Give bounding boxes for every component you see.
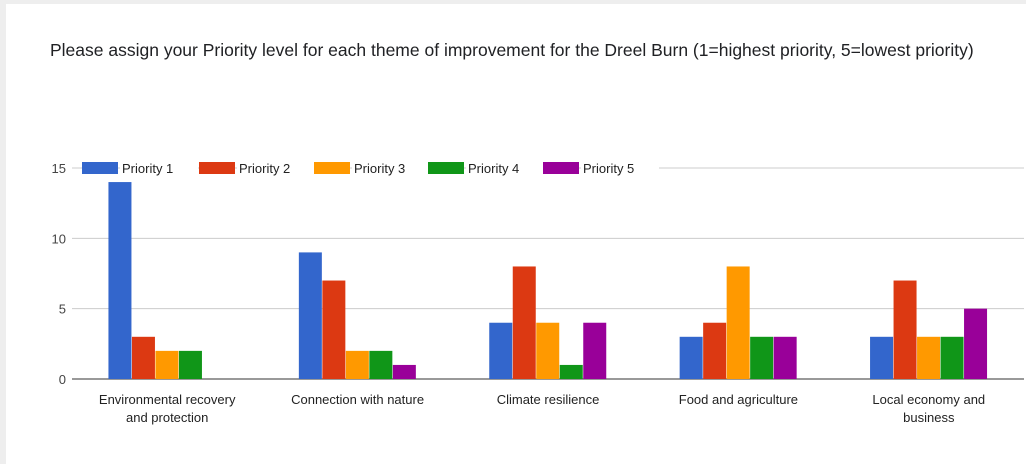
bar-priority-2: [893, 280, 917, 379]
category-label: Connection with nature: [291, 392, 424, 407]
legend-label: Priority 4: [468, 161, 519, 176]
legend-label: Priority 2: [239, 161, 290, 176]
category-label: and protection: [126, 410, 208, 425]
bar-priority-1: [108, 182, 132, 379]
legend-swatch: [543, 162, 579, 174]
y-tick-label: 10: [52, 231, 66, 246]
category-label: Environmental recovery: [99, 392, 236, 407]
legend-label-bg: [466, 159, 544, 177]
bar-priority-5: [964, 308, 988, 379]
y-tick-label: 15: [52, 161, 66, 176]
category-label: business: [903, 410, 955, 425]
bar-priority-4: [369, 350, 393, 379]
bar-chart: 0 5 10 15 Environmental recovery and protecti…: [52, 159, 1024, 425]
legend-label-bg: [237, 159, 315, 177]
bar-priority-2: [512, 266, 536, 379]
bar-priority-2: [703, 322, 727, 379]
legend-label-bg: [352, 159, 430, 177]
bar-priority-4: [559, 364, 583, 379]
bar-priority-1: [870, 336, 894, 379]
category-label: Climate resilience: [497, 392, 600, 407]
legend-swatch: [314, 162, 350, 174]
legend-swatch: [199, 162, 235, 174]
y-tick-label: 0: [59, 372, 66, 387]
category-label: Food and agriculture: [679, 392, 798, 407]
bar-priority-1: [679, 336, 703, 379]
bar-priority-2: [131, 336, 155, 379]
bar-priority-3: [536, 322, 560, 379]
bar-priority-3: [345, 350, 369, 379]
response-card: Please assign your Priority level for ea…: [6, 4, 1026, 464]
legend-label: Priority 5: [583, 161, 634, 176]
bar-priority-1: [298, 252, 322, 379]
bar-priority-3: [917, 336, 941, 379]
category-label: Local economy and: [872, 392, 985, 407]
bar-priority-3: [726, 266, 750, 379]
bar-priority-5: [583, 322, 607, 379]
legend-label-bg: [581, 159, 659, 177]
bar-priority-3: [155, 350, 179, 379]
legend-label: Priority 3: [354, 161, 405, 176]
bar-priority-4: [750, 336, 774, 379]
bar-priority-2: [322, 280, 346, 379]
legend-label-bg: [120, 159, 198, 177]
bar-priority-4: [940, 336, 964, 379]
bar-priority-5: [392, 364, 416, 379]
bar-priority-4: [178, 350, 202, 379]
y-tick-label: 5: [59, 302, 66, 317]
bar-priority-1: [489, 322, 513, 379]
legend-label: Priority 1: [122, 161, 173, 176]
legend-swatch: [82, 162, 118, 174]
question-text: Please assign your Priority level for ea…: [50, 40, 974, 60]
bar-priority-5: [773, 336, 797, 379]
legend-swatch: [428, 162, 464, 174]
